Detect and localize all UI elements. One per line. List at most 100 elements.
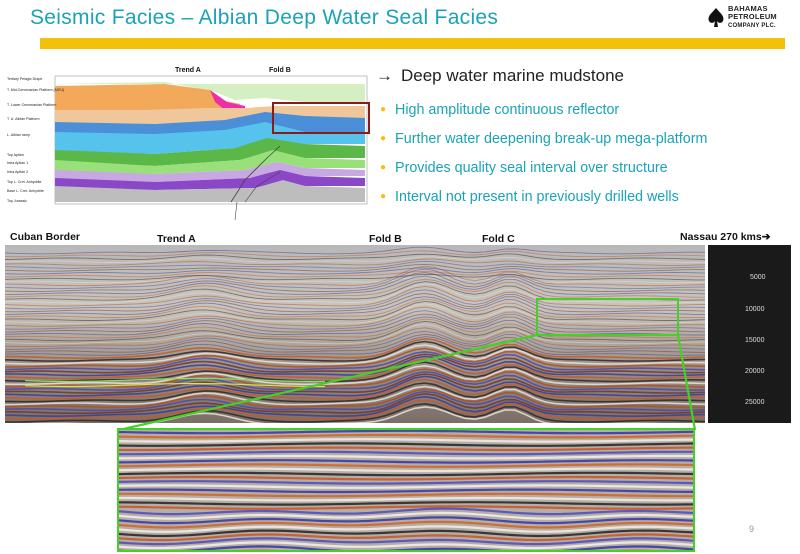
zoom-reflector-line: [117, 484, 694, 489]
zoom-reflector-line: [117, 529, 694, 538]
depth-tick-label: 10000: [745, 306, 765, 313]
zoom-reflector-line: [117, 511, 694, 520]
reflector-line: [5, 253, 706, 261]
company-logo: BAHAMAS PETROLEUM COMPANY PLC.: [706, 4, 796, 41]
reflector-line: [5, 272, 706, 292]
zoom-reflector-line: [117, 492, 693, 498]
zoom-reflector-line: [117, 471, 694, 477]
layer-label: Base L. Cret. Anhydrite: [7, 189, 44, 193]
layer-mid-cenomanian: [55, 84, 240, 112]
heading-text: Deep water marine mudstone: [401, 66, 625, 85]
reflector-line: [5, 258, 706, 266]
label-cuban-border: Cuban Border: [10, 231, 81, 243]
layer-pink-wedge: [210, 90, 245, 110]
label-fold-b: Fold B: [369, 233, 402, 245]
logo-line-1: BAHAMAS: [728, 4, 768, 13]
reflector-line: [5, 283, 706, 304]
reflector-line: [5, 313, 706, 333]
logo-line-2: PETROLEUM: [728, 12, 777, 22]
reflector-line: [5, 267, 706, 275]
bullet-item: ● Interval not present in previously dril…: [380, 187, 707, 216]
depth-tick-label: 5000: [750, 274, 766, 281]
reflector-line: [5, 298, 706, 319]
layer-label: Intra Aptian 1: [7, 161, 28, 165]
bullet-text: High amplitude continuous reflector: [395, 102, 620, 118]
layer-label: T. U. Albian Platform: [7, 117, 40, 121]
depth-scale-panel: [708, 245, 791, 423]
zoom-reflector-line: [117, 442, 694, 447]
zoom-reflector-line: [117, 438, 694, 443]
page-title: Seismic Facies – Albian Deep Water Seal …: [30, 6, 499, 29]
depth-tick-label: 20000: [745, 368, 765, 375]
depth-tick-label: 15000: [745, 337, 765, 344]
reflector-line: [5, 265, 706, 287]
zoom-reflector-line: [117, 541, 694, 550]
label-trend-a: Trend A: [157, 233, 196, 245]
reflector-line: [5, 276, 706, 284]
zoom-reflector-line: [117, 520, 694, 529]
bullet-list: ● High amplitude continuous reflector ● Fu…: [380, 100, 707, 216]
zoom-reflector-line: [117, 516, 694, 525]
reflector-line: [5, 246, 706, 255]
zoom-frame: [117, 428, 695, 552]
layer-label: Intra Aptian 2: [7, 170, 28, 174]
zoom-highlight-box: [536, 298, 679, 336]
reflector-line: [5, 278, 706, 298]
zoom-reflector-line: [117, 450, 693, 456]
layer-intra-aptian-1: [55, 150, 365, 174]
layer-top-aptian: [55, 138, 365, 166]
reflector-line: [5, 263, 705, 272]
label-fold-c: Fold C: [482, 233, 515, 245]
spade-logo-icon: [708, 8, 724, 27]
layer-base-anhydrite: [55, 180, 365, 202]
geologic-cross-section-diagram: Trend A Fold B Tertiary Pelagic Drape T.…: [5, 62, 370, 220]
zoom-reflector-line: [117, 480, 694, 485]
reflector-line: [5, 260, 706, 269]
bullet-text: Further water deepening break-up mega-pl…: [395, 131, 708, 147]
page-number: 9: [749, 524, 755, 534]
label-nassau-text: Nassau 270 kms: [680, 231, 762, 243]
reflector-line: [5, 303, 706, 324]
zoom-reflector-line: [117, 533, 694, 542]
zoom-reflector-line: [117, 505, 694, 510]
bullet-dot-icon: ●: [380, 162, 387, 173]
bullet-item: ● Further water deepening break-up mega-p…: [380, 129, 707, 158]
reflector-line: [5, 250, 706, 258]
bullet-text: Interval not present in previously drill…: [395, 189, 679, 205]
layer-label: Tertiary Pelagic Drape: [7, 77, 42, 81]
section-heading: → Deep water marine mudstone: [376, 66, 624, 86]
seal-interval-highlight-box: [272, 102, 370, 134]
zoom-reflector-line: [117, 429, 694, 435]
reflector-line: [5, 306, 706, 327]
zoom-reflector-line: [117, 446, 694, 452]
bullet-dot-icon: ●: [380, 133, 387, 144]
diagram-label-trend-a: Trend A: [175, 67, 201, 74]
zoom-reflector-line: [117, 433, 694, 439]
zoom-reflector-line: [117, 501, 694, 506]
bullet-text: Provides quality seal interval over stru…: [395, 160, 668, 176]
zoom-reflector-line: [117, 488, 694, 494]
seismic-section-image: 5000 10000 15000 20000 25000: [5, 245, 791, 423]
zoom-reflector-line: [117, 475, 694, 481]
fault-line: [244, 171, 281, 203]
layer-pelagic-drape: [55, 82, 365, 102]
reflector-line: [5, 273, 705, 281]
reflector-line: [5, 256, 706, 263]
bullet-dot-icon: ●: [380, 191, 387, 202]
zoom-reflector-line: [117, 496, 693, 502]
reflector-line: [5, 296, 706, 316]
layer-label: Top Aptian: [7, 153, 24, 157]
reflector-line: [5, 310, 706, 330]
reflector-line: [5, 285, 706, 307]
arrow-right-icon: →: [376, 66, 393, 85]
zoomed-seismic-image: [117, 428, 695, 552]
layer-label: Top L. Cret. Anhydrite: [7, 180, 42, 184]
zoom-reflector-line: [117, 507, 694, 516]
layer-label: Top Jurassic: [7, 199, 27, 203]
zoom-reflector-line: [117, 537, 694, 546]
reflector-line: [5, 300, 706, 321]
zoom-reflector-line: [117, 454, 694, 460]
bullet-dot-icon: ●: [380, 104, 387, 115]
reflector-line: [5, 275, 706, 295]
layer-intra-aptian-2: [55, 162, 365, 182]
